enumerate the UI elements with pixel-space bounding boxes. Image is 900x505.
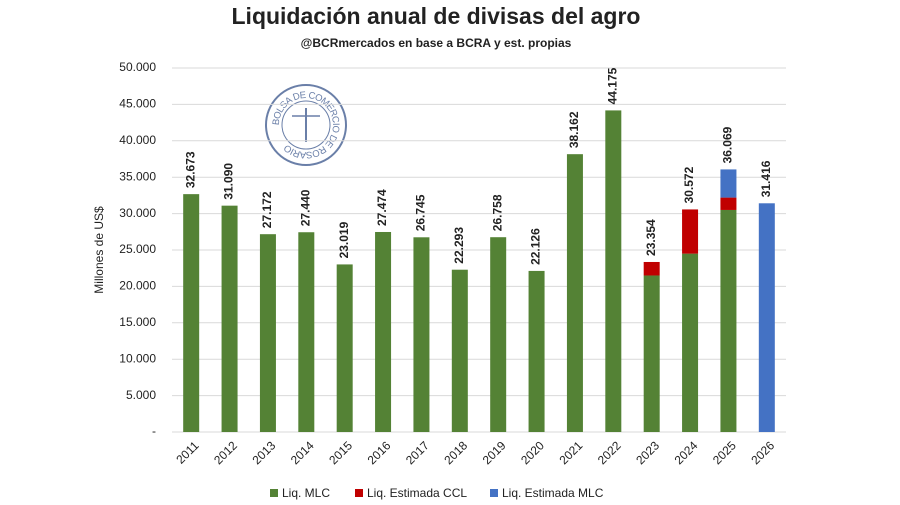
total-label: 26.758 (490, 194, 504, 231)
total-label: 23.354 (644, 219, 658, 256)
chart-title: Liquidación anual de divisas del agro (232, 3, 641, 29)
bar-segment (451, 269, 468, 432)
x-tick-label: 2020 (518, 438, 547, 467)
y-tick-label: 25.000 (119, 242, 156, 256)
bar-segment (682, 209, 699, 254)
total-label: 22.293 (452, 227, 466, 264)
bar-segment (183, 194, 200, 432)
y-tick-label: 30.000 (119, 206, 156, 220)
bar-segment (375, 231, 392, 432)
bar-segment (221, 205, 238, 432)
legend-swatch (490, 489, 498, 497)
y-tick-label: 10.000 (119, 351, 156, 365)
chart-subtitle: @BCRmercados en base a BCRA y est. propi… (301, 36, 572, 50)
x-tick-label: 2017 (403, 438, 432, 467)
total-label: 23.019 (337, 221, 351, 258)
total-label: 22.126 (529, 228, 543, 265)
total-label: 31.090 (222, 163, 236, 200)
x-tick-label: 2012 (211, 438, 240, 467)
bar-segment (528, 270, 545, 432)
bar-segment (490, 237, 507, 432)
y-tick-label: 35.000 (119, 169, 156, 183)
bar-segment (720, 197, 737, 210)
total-label: 27.172 (260, 191, 274, 228)
x-tick-label: 2023 (633, 438, 662, 467)
y-tick-label: 40.000 (119, 133, 156, 147)
y-tick-label: - (152, 424, 156, 438)
bar-segment (758, 203, 775, 432)
x-tick-label: 2019 (480, 438, 509, 467)
bar-segment (720, 169, 737, 198)
x-tick-label: 2016 (365, 438, 394, 467)
x-tick-label: 2013 (250, 438, 279, 467)
x-tick-label: 2025 (710, 438, 739, 467)
total-label: 32.673 (183, 151, 197, 188)
bar-segment (643, 275, 660, 432)
bar-segment (336, 264, 353, 432)
y-tick-label: 5.000 (126, 388, 156, 402)
total-label: 27.474 (375, 189, 389, 226)
y-tick-label: 45.000 (119, 97, 156, 111)
total-label: 26.745 (414, 194, 428, 231)
x-tick-label: 2014 (288, 438, 317, 467)
total-label: 30.572 (682, 166, 696, 203)
x-tick-label: 2011 (173, 438, 201, 466)
total-label: 36.069 (721, 126, 735, 163)
total-label: 31.416 (759, 160, 773, 197)
legend-label: Liq. Estimada CCL (367, 486, 467, 500)
y-tick-label: 50.000 (119, 60, 156, 74)
y-tick-label: 15.000 (119, 315, 156, 329)
legend-label: Liq. Estimada MLC (502, 486, 604, 500)
x-tick-label: 2024 (672, 438, 701, 467)
x-tick-label: 2026 (748, 438, 777, 467)
x-tick-label: 2015 (326, 438, 355, 467)
bar-segment (259, 234, 276, 432)
logo: BOLSA DE COMERCIO DE ROSARIO (265, 84, 347, 166)
legend-swatch (270, 489, 278, 497)
bar-segment (566, 154, 583, 432)
bar-segment (413, 237, 430, 432)
bar-segment (643, 261, 660, 276)
bar-segment (298, 232, 315, 432)
legend-label: Liq. MLC (282, 486, 330, 500)
x-tick-label: 2021 (557, 438, 586, 467)
y-tick-label: 20.000 (119, 279, 156, 293)
total-label: 38.162 (567, 111, 581, 148)
x-tick-label: 2018 (441, 438, 470, 467)
total-label: 27.440 (298, 189, 312, 226)
x-tick-label: 2022 (595, 438, 624, 467)
y-axis-label: Millones de US$ (92, 206, 106, 294)
logo-inner (281, 100, 331, 150)
legend-swatch (355, 489, 363, 497)
bar-segment (720, 209, 737, 432)
bar-segment (605, 110, 622, 432)
bar-segment (682, 253, 699, 432)
total-label: 44.175 (605, 67, 619, 104)
logo-ring (265, 84, 347, 166)
